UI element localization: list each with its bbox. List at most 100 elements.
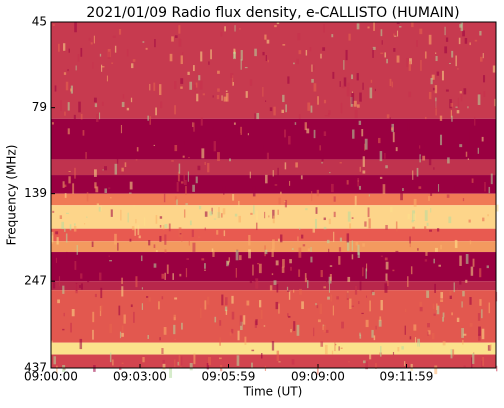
texture: [183, 209, 186, 218]
texture: [302, 244, 306, 247]
texture: [58, 276, 61, 287]
texture: [451, 50, 454, 58]
texture: [478, 334, 481, 341]
texture: [386, 128, 389, 131]
texture: [373, 335, 376, 341]
texture: [288, 135, 291, 145]
texture: [52, 277, 56, 289]
texture: [206, 362, 209, 370]
texture: [149, 116, 151, 125]
texture: [239, 28, 241, 30]
texture: [331, 350, 334, 355]
texture: [487, 137, 490, 144]
texture: [181, 356, 183, 366]
texture: [440, 292, 444, 299]
texture: [289, 180, 291, 186]
texture: [298, 114, 301, 119]
texture: [454, 185, 457, 190]
texture: [483, 75, 486, 83]
texture: [79, 338, 83, 350]
texture: [161, 296, 164, 300]
texture: [314, 218, 318, 229]
texture: [73, 114, 76, 122]
texture: [93, 35, 95, 44]
texture: [365, 295, 368, 298]
texture: [127, 212, 129, 223]
texture: [434, 85, 438, 94]
texture: [328, 218, 331, 225]
texture: [281, 266, 285, 273]
texture: [219, 357, 222, 360]
texture: [369, 300, 371, 312]
texture: [409, 58, 412, 65]
texture: [335, 343, 337, 346]
texture: [244, 336, 247, 345]
texture: [272, 209, 275, 219]
texture: [100, 305, 103, 311]
texture: [257, 262, 260, 265]
texture: [486, 265, 489, 269]
texture: [192, 184, 195, 192]
texture: [351, 91, 353, 93]
texture: [419, 28, 423, 35]
texture: [364, 221, 367, 227]
texture: [256, 222, 258, 231]
texture: [136, 147, 139, 152]
texture: [135, 159, 138, 161]
texture: [217, 88, 220, 92]
texture: [469, 322, 473, 327]
texture: [322, 324, 324, 330]
texture: [283, 200, 286, 203]
texture: [319, 145, 321, 151]
texture: [155, 107, 157, 116]
texture: [429, 229, 433, 232]
texture: [444, 26, 446, 36]
texture: [412, 226, 415, 229]
texture: [182, 155, 185, 158]
texture: [455, 106, 458, 108]
texture: [323, 226, 327, 230]
texture: [98, 207, 101, 212]
texture: [428, 91, 432, 100]
texture: [128, 192, 132, 194]
texture: [273, 106, 276, 116]
texture: [282, 94, 285, 103]
texture: [436, 305, 440, 315]
texture: [413, 324, 417, 331]
texture: [185, 268, 188, 278]
texture: [148, 297, 151, 302]
texture: [222, 208, 226, 215]
texture: [62, 181, 65, 188]
texture: [320, 341, 324, 347]
texture: [424, 51, 427, 59]
texture: [91, 241, 94, 248]
texture: [434, 247, 438, 252]
texture: [204, 227, 206, 231]
texture: [298, 269, 301, 277]
texture: [461, 301, 463, 308]
texture: [271, 341, 275, 351]
texture: [361, 129, 364, 137]
texture: [434, 365, 438, 375]
texture: [450, 349, 453, 359]
texture: [204, 211, 208, 217]
texture: [456, 110, 460, 114]
texture: [483, 91, 486, 97]
texture: [361, 312, 364, 315]
texture: [252, 186, 256, 197]
texture: [220, 31, 223, 37]
texture: [208, 61, 210, 65]
texture: [451, 115, 453, 122]
texture: [465, 151, 468, 157]
texture: [386, 58, 388, 64]
texture: [379, 176, 383, 179]
texture: [362, 170, 366, 174]
texture: [430, 208, 432, 213]
texture: [343, 77, 347, 87]
texture: [489, 344, 492, 350]
texture: [447, 157, 450, 164]
texture: [56, 237, 59, 245]
texture: [164, 234, 167, 245]
texture: [349, 298, 352, 310]
texture: [326, 239, 330, 244]
